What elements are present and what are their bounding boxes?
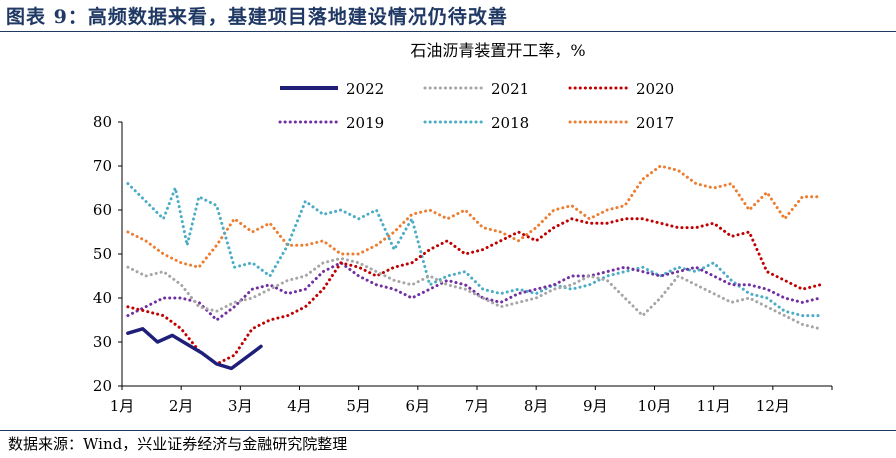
- figure-title: 图表 9：高频数据来看，基建项目落地建设情况仍待改善: [6, 6, 508, 28]
- series-line-2022: [126, 327, 263, 371]
- x-tick-label: 10月: [637, 397, 671, 415]
- legend-label-2018: 2018: [491, 114, 529, 132]
- series-layer: [126, 164, 822, 371]
- x-tick-label: 1月: [110, 397, 135, 415]
- x-tick-label: 6月: [406, 397, 431, 415]
- source-divider: [0, 430, 896, 431]
- series-line-2019: [126, 261, 822, 322]
- series-line-2018: [126, 182, 822, 318]
- x-tick-label: 12月: [756, 397, 790, 415]
- axes: 20 30 40 50 60 70 80 1月 2月 3月 4月 5月 6月 7月 8月 9月 10月 11月 12…: [93, 113, 833, 415]
- x-tick-label: 4月: [287, 397, 312, 415]
- y-tick-label: 60: [93, 201, 112, 219]
- y-tick-label: 40: [93, 289, 112, 307]
- y-tick-label: 80: [93, 113, 112, 131]
- y-tick-label: 50: [93, 245, 112, 263]
- legend-label-2022: 2022: [346, 80, 384, 98]
- x-tick-label: 3月: [228, 397, 253, 415]
- legend-label-2020: 2020: [636, 80, 674, 98]
- series-line-2020: [126, 217, 822, 366]
- legend-label-2021: 2021: [491, 80, 529, 98]
- x-tick-label: 5月: [346, 397, 371, 415]
- source-note: 数据来源：Wind，兴业证券经济与金融研究院整理: [8, 435, 348, 453]
- x-tick-label: 11月: [697, 397, 731, 415]
- x-tick-label: 7月: [465, 397, 490, 415]
- x-tick-label: 8月: [524, 397, 549, 415]
- series-line-2021: [126, 256, 822, 331]
- y-tick-label: 30: [93, 333, 112, 351]
- y-tick-label: 70: [93, 157, 112, 175]
- series-line-2017: [126, 164, 822, 269]
- y-tick-label: 20: [93, 377, 112, 395]
- title-divider: [0, 31, 896, 32]
- legend: 2022 2021 2020 2019 2018 2017: [278, 80, 674, 132]
- legend-label-2019: 2019: [346, 114, 384, 132]
- legend-label-2017: 2017: [636, 114, 674, 132]
- x-tick-label: 9月: [583, 397, 608, 415]
- x-tick-label: 2月: [169, 397, 194, 415]
- chart-title: 石油沥青装置开工率，%: [410, 41, 585, 60]
